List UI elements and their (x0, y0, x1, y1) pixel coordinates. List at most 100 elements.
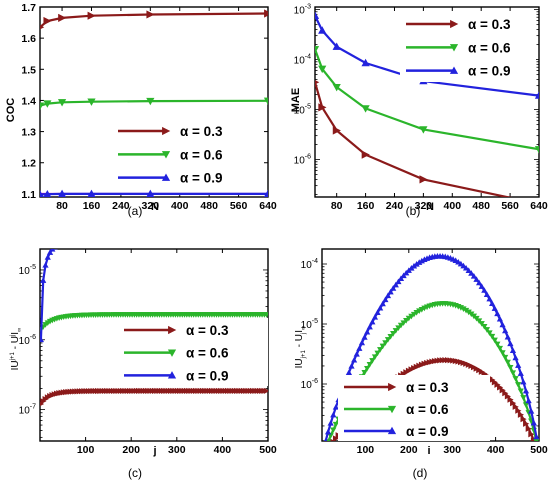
series--0-6-marker (496, 345, 504, 352)
series--0-6-marker (408, 313, 415, 320)
series--0-9-marker (51, 249, 58, 250)
series--0-9-marker (44, 254, 51, 260)
series--0-9-marker (134, 238, 139, 243)
series--0-9-marker (345, 369, 353, 375)
series--0-6-marker (534, 146, 539, 154)
series--0-9-marker (79, 239, 84, 244)
series--0-6-marker (323, 446, 328, 451)
x-tick-label: 560 (230, 200, 248, 212)
x-tick-label: 320 (142, 200, 160, 212)
series--0-9-marker (111, 238, 116, 243)
series--0-6-marker (509, 370, 517, 376)
y-axis-label: IUj+1 - UjI∞ (294, 326, 307, 369)
series--0-9-marker (146, 189, 155, 197)
legend-label: α = 0.3 (406, 380, 449, 395)
series--0-9-marker (377, 304, 384, 311)
panel-caption: (a) (128, 204, 143, 218)
series--0-9-marker (109, 238, 114, 243)
series--0-3-marker (332, 126, 341, 135)
series--0-6-marker (374, 350, 381, 357)
series--0-6-marker (369, 358, 376, 364)
series--0-9-marker (171, 238, 176, 243)
x-tick-label: 500 (259, 444, 277, 456)
series--0-9-marker (504, 333, 511, 340)
x-tick-label: 160 (83, 200, 101, 212)
legend: α = 0.3 α = 0.6 α = 0.9 (112, 119, 262, 189)
legend-marker (387, 405, 397, 414)
x-tick-label: 240 (386, 200, 404, 212)
x-tick-label: 200 (400, 444, 418, 456)
x-tick-label: 80 (56, 200, 68, 212)
series--0-6-marker (517, 388, 524, 395)
series--0-3-marker (40, 25, 45, 30)
series--0-9-marker (371, 314, 379, 320)
y-axis-label: IUj+1 - UjI∞ (10, 328, 23, 371)
series--0-3-marker (361, 150, 370, 159)
series--0-3-marker (87, 11, 96, 20)
series--0-3-marker (525, 425, 532, 432)
series--0-9-marker (202, 238, 207, 243)
series--0-9-marker (517, 370, 524, 376)
series--0-6-marker (515, 382, 522, 388)
series--0-9-marker (136, 238, 141, 243)
series--0-6-marker (332, 421, 339, 428)
series--0-9-marker (141, 238, 146, 243)
series--0-9-marker (173, 238, 178, 243)
series--0-6-marker (332, 83, 341, 92)
series--0-9-marker (397, 275, 405, 282)
series--0-9-marker (496, 315, 504, 322)
series--0-9-marker (237, 238, 242, 243)
legend-label: α = 0.6 (406, 402, 449, 417)
series--0-9-marker (473, 276, 480, 282)
legend-marker (449, 66, 459, 74)
series--0-6-marker (43, 100, 52, 108)
series--0-9-marker (462, 264, 470, 271)
series--0-9-marker (54, 243, 59, 248)
series--0-9-marker (40, 190, 44, 197)
series--0-9-marker (180, 238, 185, 243)
series--0-6-marker (315, 46, 320, 54)
series--0-9-marker (127, 238, 132, 243)
x-tick-label: 400 (171, 200, 189, 212)
series--0-9-marker (77, 239, 82, 244)
series--0-9-marker (522, 387, 530, 394)
series--0-9-marker (193, 238, 198, 243)
series--0-6-marker (502, 354, 509, 361)
x-tick-label: 160 (357, 200, 375, 212)
series--0-3-line (40, 12, 268, 29)
series--0-6-marker (40, 102, 45, 110)
x-axis-label: N (151, 201, 159, 213)
series--0-9-marker (379, 300, 386, 307)
series--0-6-marker (377, 347, 384, 353)
legend-label: α = 0.9 (406, 424, 448, 439)
series--0-9-marker (400, 272, 407, 279)
series--0-6-marker (397, 322, 405, 329)
legend-marker (161, 173, 171, 181)
series--0-6-marker (392, 328, 399, 334)
series--0-9-marker (87, 189, 96, 197)
series--0-9-marker (369, 318, 376, 325)
series--0-9-marker (259, 238, 264, 243)
series--0-9-marker (470, 273, 478, 279)
series--0-9-marker (189, 238, 194, 243)
plot-frame (314, 6, 540, 198)
series--0-9-marker (82, 239, 87, 244)
panel-d: 100 200 300 400 500 10-4 10-5 10-6 i IUj+1 - UjI∞… (294, 248, 548, 480)
series--0-9-marker (264, 238, 269, 243)
series--0-9-marker (150, 238, 155, 243)
y-tick-label: 1.3 (21, 127, 36, 139)
y-tick-label: 1.5 (21, 64, 36, 76)
y-tick-label: 1.2 (21, 158, 36, 170)
series--0-9-marker (244, 238, 249, 243)
series--0-6-marker (512, 376, 519, 382)
legend: α = 0.3 α = 0.6 α = 0.9 (118, 318, 268, 386)
series--0-9-marker (223, 238, 228, 243)
series--0-9-marker (155, 238, 160, 243)
series--0-9-marker (239, 238, 244, 243)
series--0-9-marker (212, 238, 217, 243)
series--0-9-marker (361, 58, 370, 67)
series--0-6-marker (483, 327, 491, 333)
y-tick-label: 1.7 (21, 2, 36, 14)
y-tick-label: 1.1 (21, 189, 36, 201)
